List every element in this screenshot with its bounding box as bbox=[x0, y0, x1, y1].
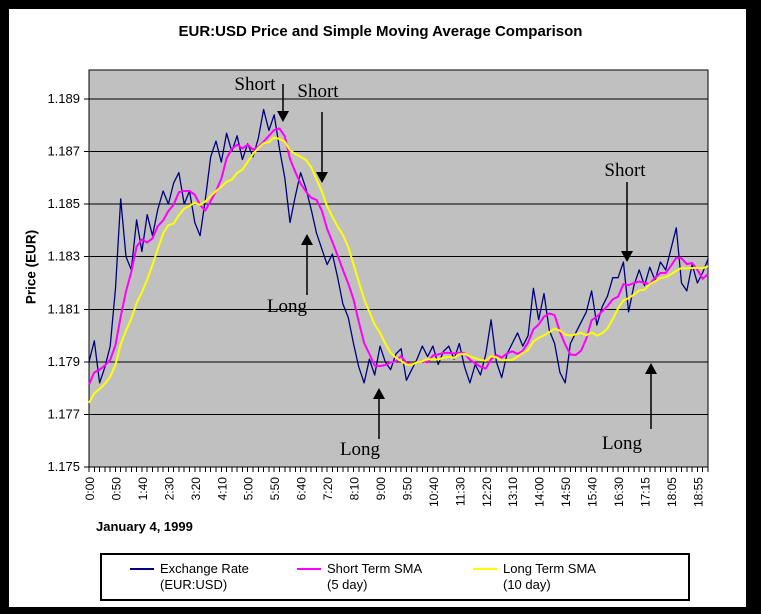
x-tick-label: 17:15 bbox=[639, 477, 653, 507]
annotation-label: Long bbox=[602, 433, 643, 454]
x-tick-label: 1:40 bbox=[136, 477, 150, 501]
series-line-exchange-rate bbox=[88, 108, 709, 384]
y-tick-label: 1.185 bbox=[47, 196, 80, 211]
legend-label: Short Term SMA bbox=[327, 561, 423, 576]
annotation-label: Short bbox=[234, 74, 276, 95]
x-tick-label: 7:20 bbox=[321, 477, 335, 501]
y-axis-title: Price (EUR) bbox=[23, 229, 39, 305]
annotation-label: Long bbox=[340, 439, 381, 460]
annotation-arrowhead-icon bbox=[301, 234, 313, 245]
y-tick-label: 1.189 bbox=[47, 91, 80, 106]
x-tick-label: 9:50 bbox=[400, 477, 414, 501]
short-sma-line-swatch bbox=[297, 568, 321, 570]
annotation-arrowhead-icon bbox=[316, 172, 328, 183]
annotation-label: Long bbox=[267, 296, 308, 317]
long-sma-line-swatch bbox=[473, 568, 497, 570]
legend-sublabel: (EUR:USD) bbox=[160, 577, 228, 592]
exchange-rate-line-swatch bbox=[130, 568, 154, 570]
x-tick-label: 0:50 bbox=[109, 477, 123, 501]
x-tick-label: 18:55 bbox=[691, 477, 705, 507]
legend-item-long-sma: Long Term SMA (10 day) bbox=[473, 561, 596, 593]
annotation-arrowhead-icon bbox=[645, 363, 657, 374]
y-tick-label: 1.177 bbox=[47, 406, 80, 421]
x-tick-label: 5:50 bbox=[268, 477, 282, 501]
annotation-label: Short bbox=[604, 160, 646, 181]
y-tick-label: 1.181 bbox=[47, 301, 80, 316]
legend-sublabel: (10 day) bbox=[503, 577, 551, 592]
legend-label: Exchange Rate bbox=[160, 561, 249, 576]
annotation-long-5: Long bbox=[602, 363, 657, 454]
x-tick-label: 11:30 bbox=[453, 477, 467, 506]
x-tick-label: 18:05 bbox=[665, 477, 679, 507]
x-tick-label: 12:20 bbox=[480, 477, 494, 507]
x-tick-label: 9:00 bbox=[374, 477, 388, 501]
legend-item-short-sma: Short Term SMA (5 day) bbox=[297, 561, 422, 593]
x-tick-label: 0:00 bbox=[83, 477, 97, 501]
x-tick-label: 13:10 bbox=[506, 477, 520, 507]
x-tick-label: 3:20 bbox=[189, 477, 203, 501]
x-tick-label: 8:10 bbox=[348, 477, 362, 501]
annotation-long-2: Long bbox=[267, 234, 313, 317]
legend-sublabel: (5 day) bbox=[327, 577, 368, 592]
x-tick-label: 2:30 bbox=[162, 477, 176, 501]
legend: Exchange Rate (EUR:USD) Short Term SMA (… bbox=[100, 553, 690, 601]
annotation-arrowhead-icon bbox=[277, 111, 289, 122]
series-line-long-sma bbox=[88, 136, 709, 404]
legend-label: Long Term SMA bbox=[503, 561, 596, 576]
x-tick-label: 16:30 bbox=[612, 477, 626, 507]
y-tick-label: 1.187 bbox=[47, 144, 80, 159]
x-tick-label: 14:50 bbox=[559, 477, 573, 507]
y-tick-label: 1.183 bbox=[47, 249, 80, 264]
y-tick-label: 1.179 bbox=[47, 354, 80, 369]
annotation-arrowhead-icon bbox=[373, 388, 385, 399]
annotation-short-1: Short bbox=[297, 81, 339, 183]
annotation-arrowhead-icon bbox=[621, 251, 633, 262]
x-tick-label: 15:40 bbox=[586, 477, 600, 507]
annotation-short-0: Short bbox=[234, 74, 289, 122]
chart-title: EUR:USD Price and Simple Moving Average … bbox=[178, 23, 583, 40]
x-tick-label: 5:00 bbox=[242, 477, 256, 501]
annotation-short-4: Short bbox=[604, 160, 646, 262]
plot-area bbox=[88, 69, 709, 468]
x-tick-label: 6:40 bbox=[295, 477, 309, 501]
x-tick-label: 4:10 bbox=[215, 477, 229, 501]
annotation-long-3: Long bbox=[340, 388, 385, 460]
x-tick-label: 14:00 bbox=[533, 477, 547, 507]
x-tick-label: 10:40 bbox=[427, 477, 441, 507]
y-tick-label: 1.175 bbox=[47, 459, 80, 474]
legend-item-exchange-rate: Exchange Rate (EUR:USD) bbox=[130, 561, 249, 593]
annotation-label: Short bbox=[297, 81, 339, 102]
date-label: January 4, 1999 bbox=[96, 519, 193, 534]
